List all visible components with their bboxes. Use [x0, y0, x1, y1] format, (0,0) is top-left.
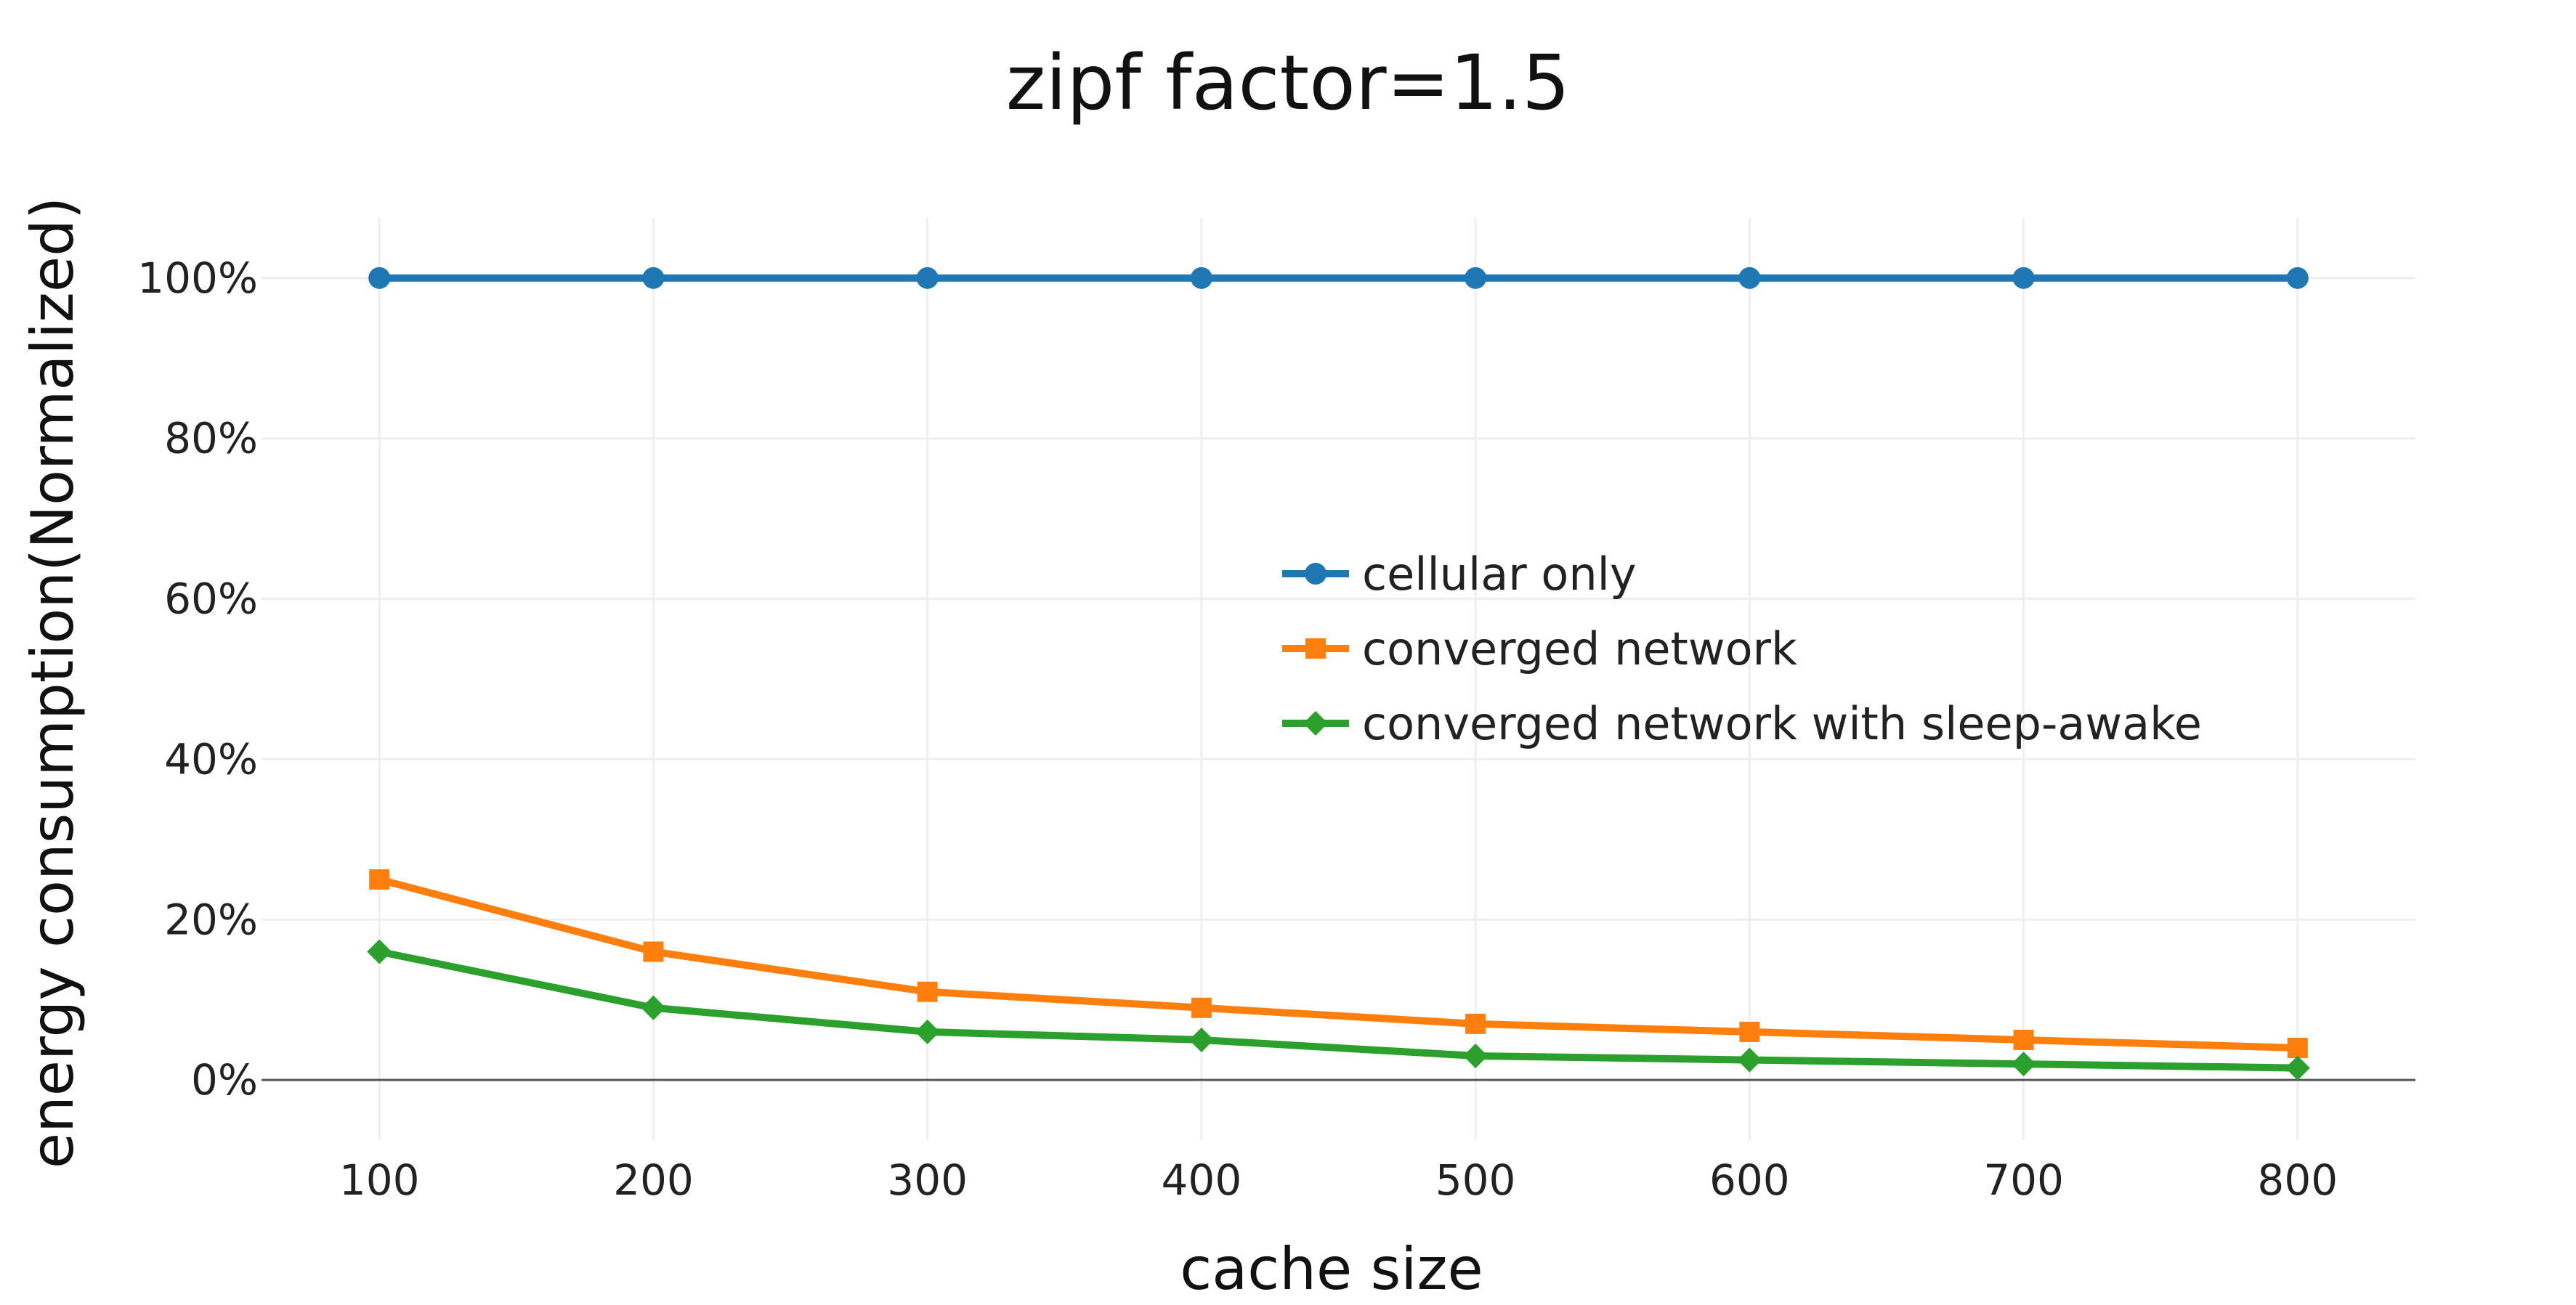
legend-marker [1305, 638, 1326, 659]
x-tick-label: 300 [887, 1155, 968, 1205]
axis-layer: 100 200 300 400 500 600 700 800 0% 20% 40% 60% 80% 10… [137, 253, 2338, 1205]
series-line [376, 876, 2301, 1052]
x-tick-label: 500 [1435, 1155, 1516, 1205]
y-axis-title: energy consumption(Normalized) [19, 197, 86, 1168]
legend-marker [1305, 563, 1327, 585]
x-tick-label: 600 [1709, 1155, 1790, 1205]
data-point [915, 1019, 940, 1044]
series-0 [368, 267, 2309, 289]
x-tick-label: 400 [1162, 1155, 1242, 1205]
series-line [376, 948, 2301, 1072]
y-tick-label: 20% [164, 895, 258, 944]
x-axis-title: cache size [1180, 1235, 1483, 1303]
data-point [2286, 267, 2309, 289]
data-point [1463, 1044, 1489, 1069]
data-point [367, 939, 392, 964]
data-point [369, 869, 390, 890]
data-point [642, 267, 665, 289]
legend-label: converged network [1362, 622, 1797, 675]
legend-marker [1303, 711, 1328, 736]
legend-item: cellular only [1282, 548, 1637, 601]
y-tick-label: 0% [191, 1055, 258, 1105]
legend-item: converged network with sleep-awake [1282, 697, 2202, 750]
data-point [641, 995, 666, 1020]
data-point [916, 267, 939, 289]
legend: cellular only converged network converged … [1282, 548, 2202, 750]
data-point [917, 981, 938, 1002]
y-tick-label: 80% [164, 414, 258, 463]
x-tick-label: 100 [339, 1155, 420, 1205]
data-point [1737, 1047, 1762, 1073]
series-1 [369, 869, 2308, 1058]
data-point [2013, 1029, 2034, 1050]
data-point [1190, 267, 1212, 289]
x-tick-label: 200 [613, 1155, 694, 1205]
data-point [2012, 267, 2035, 289]
grid-layer [262, 218, 2415, 1140]
data-point [1465, 1013, 1486, 1034]
data-point [1465, 267, 1487, 289]
x-tick-label: 700 [1983, 1155, 2064, 1205]
y-tick-label: 60% [164, 574, 258, 624]
legend-label: converged network with sleep-awake [1362, 697, 2202, 750]
y-tick-label: 40% [164, 734, 258, 784]
data-point [2287, 1038, 2308, 1058]
data-point [1738, 267, 1761, 289]
series-2 [367, 939, 2310, 1081]
data-point [2011, 1052, 2036, 1077]
data-point [1188, 1027, 1214, 1052]
x-tick-label: 800 [2257, 1155, 2338, 1205]
data-point [368, 267, 391, 289]
legend-item: converged network [1282, 622, 1797, 675]
y-tick-label: 100% [137, 253, 258, 303]
data-point [1191, 997, 1212, 1018]
series-layer [367, 267, 2310, 1081]
data-point [1739, 1021, 1760, 1042]
data-point [2285, 1055, 2310, 1081]
chart-title: zipf factor=1.5 [1006, 38, 1570, 127]
data-point [643, 941, 664, 962]
legend-label: cellular only [1362, 548, 1637, 601]
